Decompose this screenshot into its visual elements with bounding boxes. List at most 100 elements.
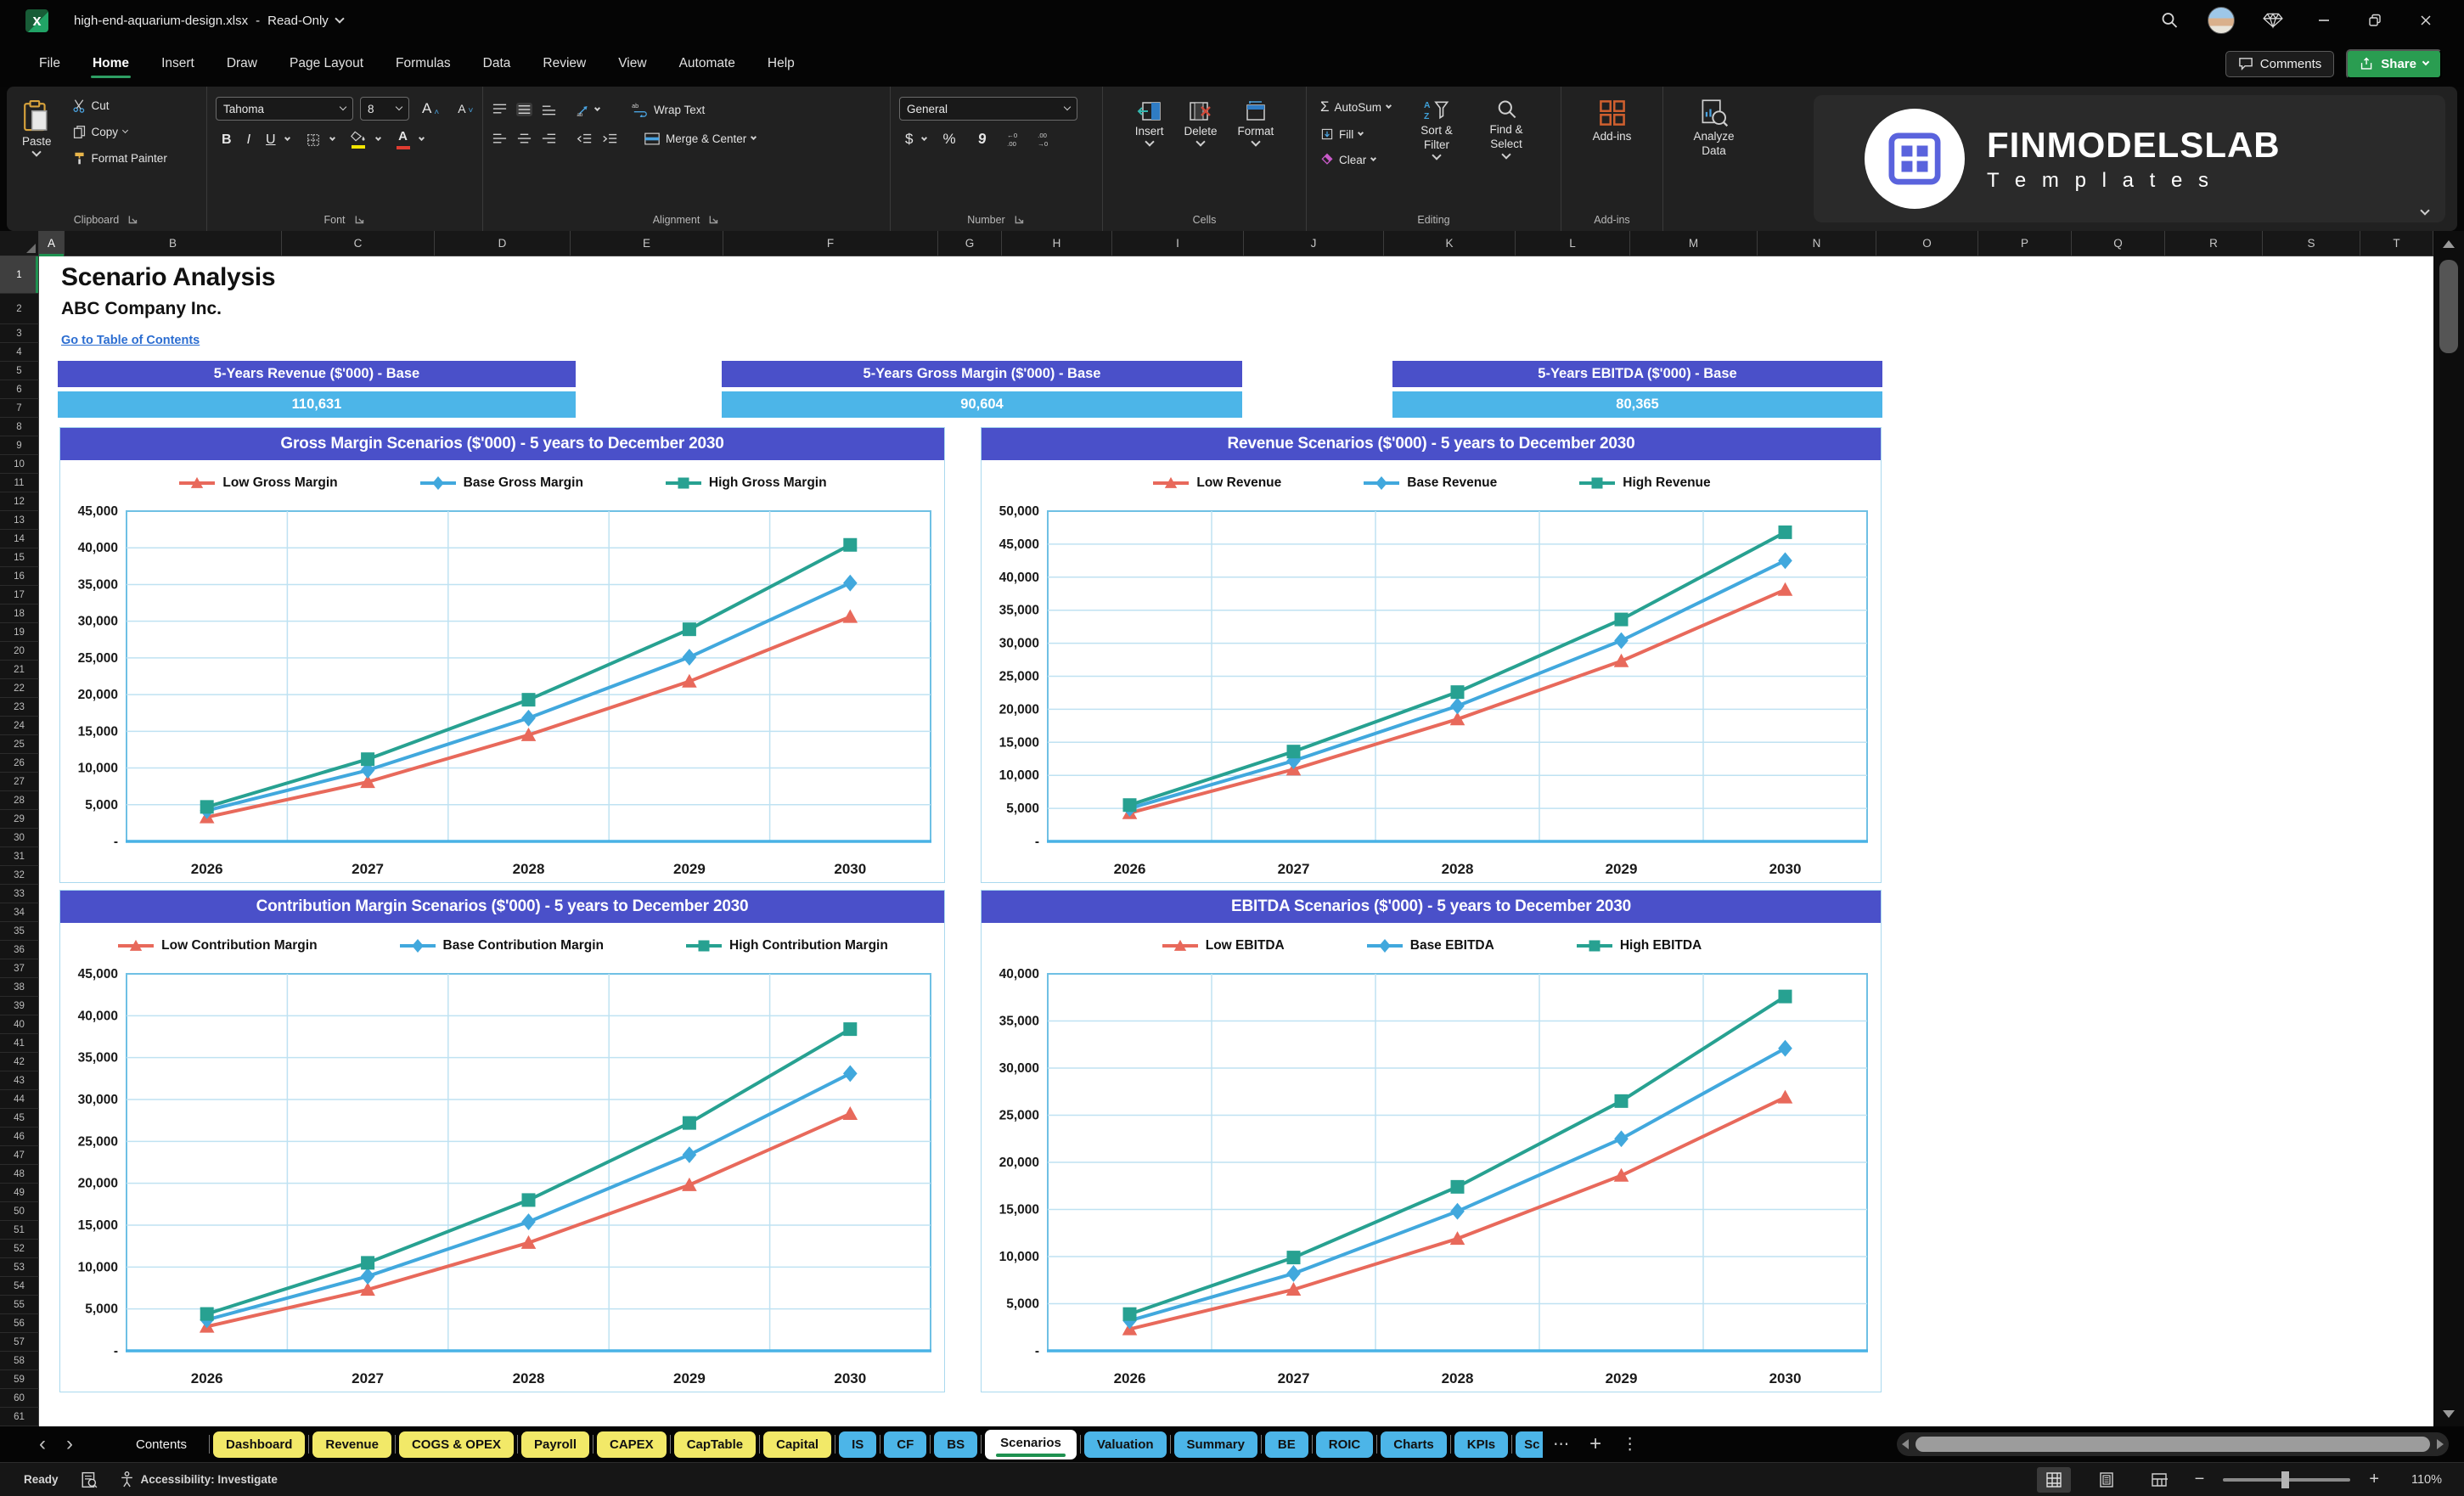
number-dialog-launcher-icon[interactable]: [1014, 214, 1026, 226]
column-header-E[interactable]: E: [571, 231, 723, 256]
row-header-40[interactable]: 40: [0, 1015, 39, 1034]
ribbon-tab-automate[interactable]: Automate: [678, 56, 735, 70]
sheet-tab-dashboard[interactable]: Dashboard: [213, 1431, 306, 1458]
ribbon-tab-view[interactable]: View: [618, 56, 647, 70]
ribbon-tab-insert[interactable]: Insert: [161, 56, 194, 70]
zoom-slider[interactable]: [2223, 1471, 2351, 1488]
column-header-D[interactable]: D: [435, 231, 571, 256]
column-header-N[interactable]: N: [1758, 231, 1876, 256]
row-header-52[interactable]: 52: [0, 1240, 39, 1258]
align-center-icon[interactable]: [516, 132, 532, 146]
column-header-R[interactable]: R: [2165, 231, 2263, 256]
share-button[interactable]: Share: [2346, 48, 2442, 79]
horizontal-scrollbar[interactable]: [1897, 1432, 2449, 1456]
row-header-53[interactable]: 53: [0, 1258, 39, 1277]
workbook-statistics-icon[interactable]: [81, 1471, 98, 1488]
merge-center-button[interactable]: Merge & Center: [639, 128, 761, 149]
cut-button[interactable]: Cut: [67, 95, 172, 116]
restore-button[interactable]: [2362, 8, 2388, 33]
chart-ebitda-scenarios[interactable]: EBITDA Scenarios ($'000) - 5 years to De…: [981, 890, 1882, 1392]
underline-button[interactable]: U: [266, 132, 276, 147]
paste-button[interactable]: Paste: [15, 97, 59, 157]
sheet-tab-be[interactable]: BE: [1264, 1431, 1308, 1458]
bold-button[interactable]: B: [222, 132, 232, 147]
vertical-scroll-thumb[interactable]: [2439, 260, 2458, 353]
font-name-combo[interactable]: Tahoma: [216, 97, 353, 121]
row-header-51[interactable]: 51: [0, 1221, 39, 1240]
sheet-tab-valuation[interactable]: Valuation: [1083, 1431, 1167, 1458]
row-header-43[interactable]: 43: [0, 1071, 39, 1090]
row-header-55[interactable]: 55: [0, 1296, 39, 1314]
row-header-29[interactable]: 29: [0, 810, 39, 829]
ribbon-tab-formulas[interactable]: Formulas: [396, 56, 451, 70]
orientation-chevron-icon[interactable]: [593, 104, 601, 111]
fill-button[interactable]: Fill: [1315, 124, 1396, 144]
row-header-46[interactable]: 46: [0, 1128, 39, 1146]
search-icon[interactable]: [2157, 8, 2182, 33]
row-header-23[interactable]: 23: [0, 698, 39, 717]
table-of-contents-link[interactable]: Go to Table of Contents: [61, 334, 200, 347]
row-header-42[interactable]: 42: [0, 1053, 39, 1071]
more-sheets-button[interactable]: ⋯: [1553, 1435, 1570, 1454]
format-painter-button[interactable]: Format Painter: [67, 148, 172, 169]
underline-chevron-icon[interactable]: [284, 134, 290, 142]
read-only-chevron-icon[interactable]: [335, 14, 345, 24]
gem-premium-icon[interactable]: [2260, 8, 2286, 33]
row-header-34[interactable]: 34: [0, 903, 39, 922]
column-header-A[interactable]: A: [39, 231, 65, 256]
row-header-48[interactable]: 48: [0, 1165, 39, 1184]
decrease-indent-icon[interactable]: [576, 132, 593, 146]
row-header-4[interactable]: 4: [0, 343, 39, 362]
row-header-35[interactable]: 35: [0, 922, 39, 941]
sheet-tab-summary[interactable]: Summary: [1173, 1431, 1257, 1458]
orientation-icon[interactable]: ab: [576, 102, 592, 117]
comments-button[interactable]: Comments: [2225, 50, 2335, 77]
user-avatar[interactable]: [2208, 7, 2235, 34]
row-header-24[interactable]: 24: [0, 717, 39, 735]
ribbon-tab-home[interactable]: Home: [79, 48, 143, 80]
align-top-icon[interactable]: [492, 103, 508, 116]
row-header-2[interactable]: 2: [0, 294, 39, 324]
align-middle-icon[interactable]: [516, 103, 532, 116]
row-header-33[interactable]: 33: [0, 885, 39, 903]
copy-button[interactable]: Copy: [67, 121, 172, 143]
row-header-18[interactable]: 18: [0, 605, 39, 623]
increase-indent-icon[interactable]: [601, 132, 618, 146]
find-select-button[interactable]: Find & Select: [1477, 97, 1535, 160]
row-header-57[interactable]: 57: [0, 1333, 39, 1352]
row-header-22[interactable]: 22: [0, 679, 39, 698]
borders-button[interactable]: [300, 131, 327, 149]
delete-cells-button[interactable]: Delete: [1177, 98, 1224, 147]
column-header-L[interactable]: L: [1516, 231, 1630, 256]
row-header-39[interactable]: 39: [0, 997, 39, 1015]
row-header-30[interactable]: 30: [0, 829, 39, 847]
row-header-26[interactable]: 26: [0, 754, 39, 773]
fill-color-button[interactable]: [345, 129, 373, 150]
vertical-scrollbar[interactable]: [2433, 231, 2464, 1426]
alignment-dialog-launcher-icon[interactable]: [708, 214, 720, 226]
ribbon-tab-draw[interactable]: Draw: [226, 56, 257, 70]
column-header-M[interactable]: M: [1630, 231, 1758, 256]
row-header-12[interactable]: 12: [0, 492, 39, 511]
ribbon-tab-file[interactable]: File: [39, 56, 60, 70]
number-format-combo[interactable]: General: [899, 97, 1077, 121]
sheet-tab-sc[interactable]: Sc: [1516, 1431, 1544, 1458]
column-header-Q[interactable]: Q: [2072, 231, 2165, 256]
row-header-6[interactable]: 6: [0, 380, 39, 399]
sheet-tab-scenarios[interactable]: Scenarios: [985, 1429, 1077, 1459]
row-header-44[interactable]: 44: [0, 1090, 39, 1109]
increase-decimal-icon[interactable]: ←0.00: [1007, 131, 1027, 148]
column-header-H[interactable]: H: [1002, 231, 1112, 256]
zoom-slider-thumb[interactable]: [2281, 1471, 2290, 1488]
zoom-level[interactable]: 110%: [2411, 1472, 2442, 1487]
collapse-ribbon-chevron-icon[interactable]: [2420, 205, 2430, 216]
fill-color-chevron-icon[interactable]: [374, 134, 381, 142]
row-header-13[interactable]: 13: [0, 511, 39, 530]
sheet-nav-left-icon[interactable]: ‹: [39, 1432, 46, 1455]
row-header-1[interactable]: 1: [0, 256, 39, 294]
column-header-F[interactable]: F: [723, 231, 938, 256]
minimize-button[interactable]: [2311, 8, 2337, 33]
row-header-17[interactable]: 17: [0, 586, 39, 605]
row-header-28[interactable]: 28: [0, 791, 39, 810]
